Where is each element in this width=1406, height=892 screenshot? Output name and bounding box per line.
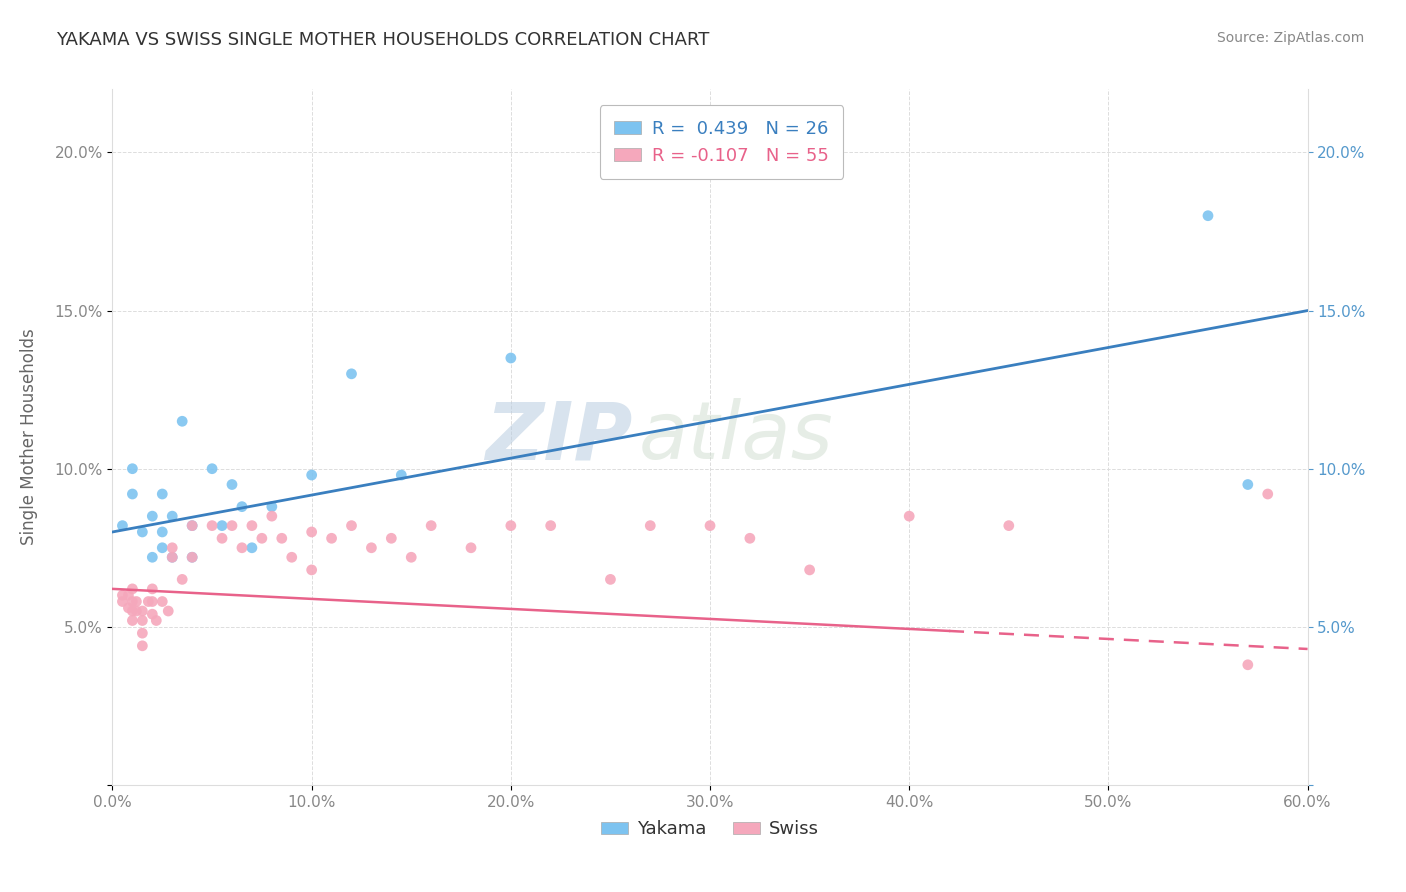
- Point: [1237, 657, 1260, 672]
- Point: [301, 524, 323, 539]
- Point: [738, 531, 761, 545]
- Point: [1257, 487, 1279, 501]
- Point: [260, 500, 283, 514]
- Point: [150, 541, 173, 555]
- Point: [221, 518, 243, 533]
- Point: [111, 518, 134, 533]
- Point: [211, 518, 233, 533]
- Point: [121, 461, 143, 475]
- Point: [181, 550, 204, 565]
- Point: [321, 531, 343, 545]
- Point: [270, 531, 292, 545]
- Point: [121, 487, 143, 501]
- Point: [121, 594, 143, 608]
- Point: [117, 600, 139, 615]
- Text: Source: ZipAtlas.com: Source: ZipAtlas.com: [1216, 31, 1364, 45]
- Point: [141, 509, 163, 524]
- Point: [162, 509, 183, 524]
- Point: [181, 550, 204, 565]
- Point: [240, 541, 263, 555]
- Point: [121, 614, 143, 628]
- Point: [150, 594, 173, 608]
- Point: [1237, 477, 1260, 491]
- Point: [250, 531, 273, 545]
- Point: [211, 531, 233, 545]
- Point: [1197, 209, 1219, 223]
- Point: [640, 518, 662, 533]
- Point: [389, 468, 412, 483]
- Point: [141, 582, 163, 596]
- Text: atlas: atlas: [638, 398, 834, 476]
- Point: [360, 541, 382, 555]
- Point: [141, 607, 163, 622]
- Legend: Yakama, Swiss: Yakama, Swiss: [593, 814, 827, 846]
- Point: [141, 550, 163, 565]
- Point: [221, 477, 243, 491]
- Point: [111, 588, 134, 602]
- Point: [121, 604, 143, 618]
- Point: [162, 550, 183, 565]
- Y-axis label: Single Mother Households: Single Mother Households: [20, 329, 38, 545]
- Point: [121, 582, 143, 596]
- Point: [162, 550, 183, 565]
- Point: [117, 588, 139, 602]
- Point: [157, 604, 180, 618]
- Point: [240, 518, 263, 533]
- Point: [340, 518, 363, 533]
- Text: ZIP: ZIP: [485, 398, 633, 476]
- Point: [125, 594, 148, 608]
- Point: [460, 541, 482, 555]
- Point: [799, 563, 821, 577]
- Point: [172, 573, 194, 587]
- Point: [145, 614, 167, 628]
- Point: [401, 550, 423, 565]
- Point: [162, 541, 183, 555]
- Point: [201, 518, 224, 533]
- Point: [131, 614, 153, 628]
- Point: [380, 531, 402, 545]
- Point: [499, 351, 522, 365]
- Point: [141, 594, 163, 608]
- Point: [181, 518, 204, 533]
- Point: [260, 509, 283, 524]
- Point: [131, 604, 153, 618]
- Point: [499, 518, 522, 533]
- Point: [540, 518, 562, 533]
- Point: [138, 594, 160, 608]
- Point: [898, 509, 921, 524]
- Point: [301, 563, 323, 577]
- Point: [150, 524, 173, 539]
- Point: [111, 594, 134, 608]
- Point: [231, 500, 253, 514]
- Point: [150, 487, 173, 501]
- Point: [340, 367, 363, 381]
- Point: [301, 468, 323, 483]
- Point: [281, 550, 304, 565]
- Point: [231, 541, 253, 555]
- Point: [131, 639, 153, 653]
- Point: [699, 518, 721, 533]
- Point: [125, 604, 148, 618]
- Point: [172, 414, 194, 428]
- Point: [131, 626, 153, 640]
- Point: [181, 518, 204, 533]
- Point: [131, 524, 153, 539]
- Text: YAKAMA VS SWISS SINGLE MOTHER HOUSEHOLDS CORRELATION CHART: YAKAMA VS SWISS SINGLE MOTHER HOUSEHOLDS…: [56, 31, 710, 49]
- Point: [998, 518, 1021, 533]
- Point: [420, 518, 443, 533]
- Point: [599, 573, 621, 587]
- Point: [201, 461, 224, 475]
